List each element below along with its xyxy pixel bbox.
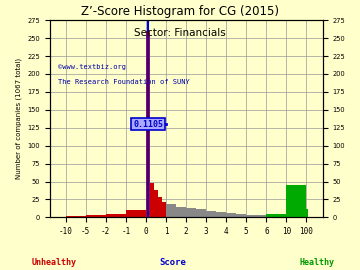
Text: Score: Score	[159, 258, 186, 267]
Bar	[158, 197, 162, 217]
Bar	[150, 183, 154, 217]
Bar	[206, 211, 216, 217]
Bar	[66, 216, 86, 217]
Text: Z’-Score Histogram for CG (2015): Z’-Score Histogram for CG (2015)	[81, 5, 279, 18]
Bar	[86, 215, 106, 217]
Y-axis label: Number of companies (1067 total): Number of companies (1067 total)	[15, 58, 22, 179]
Bar	[162, 202, 166, 217]
Bar	[287, 185, 306, 217]
Text: Unhealthy: Unhealthy	[32, 258, 76, 267]
Bar	[154, 190, 158, 217]
Bar	[126, 210, 146, 217]
Bar	[196, 210, 206, 217]
Text: The Research Foundation of SUNY: The Research Foundation of SUNY	[58, 79, 189, 85]
Text: ©www.textbiz.org: ©www.textbiz.org	[58, 63, 126, 70]
Bar	[256, 215, 266, 217]
Bar	[236, 214, 246, 217]
Bar	[266, 214, 287, 217]
Bar	[246, 214, 256, 217]
Bar	[146, 31, 150, 217]
Bar	[216, 212, 226, 217]
Bar	[186, 208, 196, 217]
Text: 0.1105: 0.1105	[133, 120, 163, 129]
Bar	[176, 207, 186, 217]
Bar	[106, 214, 126, 217]
Text: Sector: Financials: Sector: Financials	[134, 28, 226, 38]
Bar	[166, 204, 176, 217]
Bar	[226, 213, 236, 217]
Text: Healthy: Healthy	[299, 258, 334, 267]
Bar	[306, 209, 307, 217]
